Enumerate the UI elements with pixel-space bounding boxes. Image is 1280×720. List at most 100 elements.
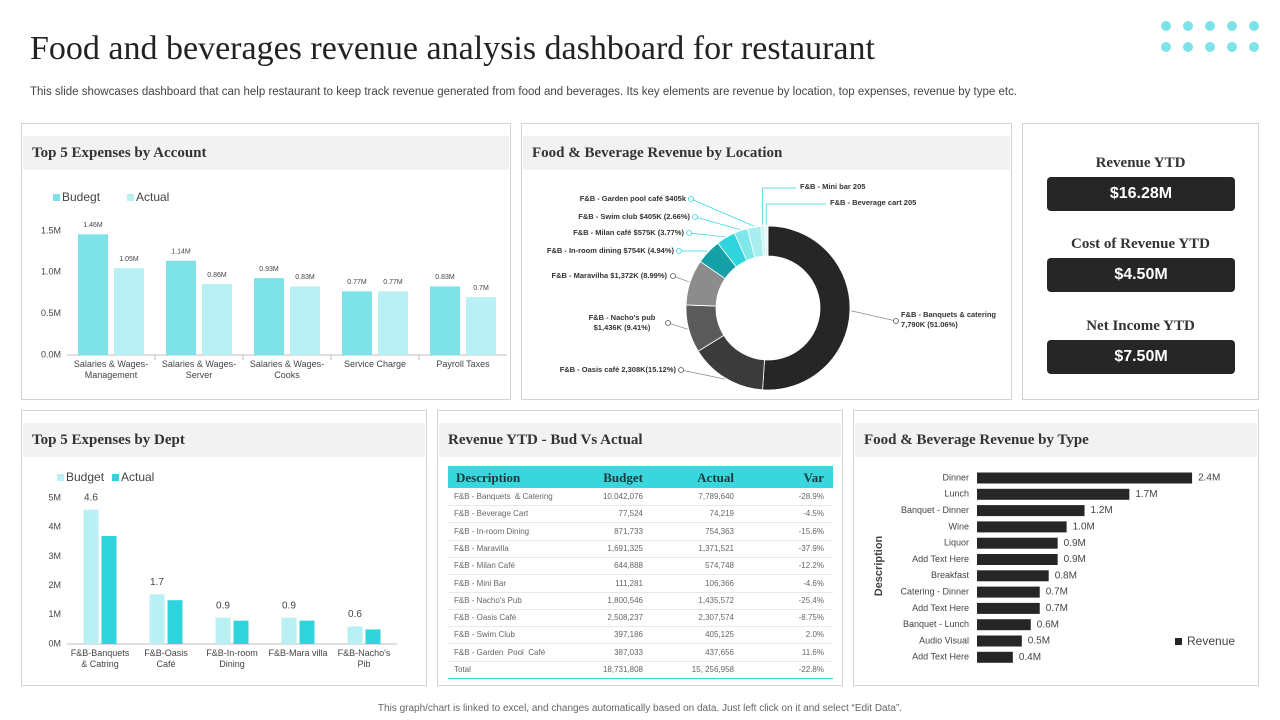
bar — [281, 617, 297, 644]
data-label: 0.9M — [1064, 554, 1086, 565]
bar — [977, 521, 1067, 533]
x-tick-label: F&B-Oasis Café — [144, 648, 188, 669]
bar — [977, 586, 1040, 598]
y-tick-label: 4M — [48, 522, 61, 532]
data-label: 0.5M — [1028, 636, 1050, 647]
legend-label: Budegt — [62, 190, 101, 204]
column-header: Actual — [697, 470, 734, 485]
table-cell: -4.5% — [803, 509, 824, 519]
data-label: 0.77M — [383, 279, 403, 286]
bar — [347, 626, 363, 644]
label-dot — [686, 230, 692, 236]
bar — [254, 278, 284, 355]
table-cell: 11.6% — [801, 647, 824, 657]
kpi-label: Revenue YTD — [1095, 155, 1186, 171]
table-cell: F&B - Swim Club — [454, 630, 515, 640]
row-divider — [448, 505, 833, 506]
leader-line — [688, 232, 726, 238]
panel: Food & Beverage Revenue by Type Dinner 2.… — [853, 410, 1259, 686]
y-tick-label: 5M — [48, 492, 61, 502]
legend-label: Revenue — [1187, 634, 1235, 648]
table-cell: -37.9% — [798, 543, 824, 553]
table-cell: -25.4% — [798, 595, 824, 605]
data-label: 0.7M — [473, 285, 489, 292]
table-cell: 2,508,237 — [607, 613, 643, 623]
table-cell: 10,042,076 — [602, 492, 643, 501]
legend-label: Actual — [136, 190, 169, 204]
y-tick-label: 1M — [48, 609, 61, 619]
y-tick-label: Add Text Here — [912, 652, 969, 662]
x-tick-label: F&B-In-room Dining — [206, 648, 258, 669]
table-cell: 18,731,808 — [602, 665, 643, 674]
x-tick-label: Salaries & Wages- Server — [161, 359, 237, 380]
bar — [977, 505, 1085, 517]
bar — [977, 488, 1130, 500]
data-label: 0.9 — [282, 600, 296, 611]
data-label: 0.77M — [347, 279, 367, 286]
y-tick-label: 1.0M — [41, 267, 61, 277]
table-cell: -8.75% — [798, 613, 824, 623]
row-divider — [448, 591, 833, 593]
data-label: 1.14M — [171, 249, 191, 256]
label-dot — [893, 318, 899, 324]
table-cell: 106,366 — [705, 578, 734, 588]
kpi-value: $16.28M — [1047, 177, 1235, 211]
bar — [78, 234, 108, 355]
table-cell: 1,691,325 — [607, 543, 643, 553]
kpi-value: $4.50M — [1047, 258, 1235, 292]
bar — [977, 635, 1022, 647]
bar — [149, 594, 165, 644]
bar — [167, 600, 183, 644]
panel-header: Food & Beverage Revenue by Location — [523, 136, 1010, 170]
row-divider — [448, 522, 833, 524]
chart — [665, 187, 899, 391]
x-tick-label: Salaries & Wages- Management — [73, 359, 149, 380]
data-label: 0.9 — [216, 600, 230, 611]
legend-label: Actual — [121, 470, 154, 484]
bar — [977, 651, 1013, 663]
kpi-value: $7.50M — [1047, 340, 1235, 374]
data-label: 0.6 — [348, 609, 362, 620]
data-label: 2.4M — [1198, 473, 1220, 484]
bar — [378, 291, 408, 355]
donut-slice — [764, 225, 769, 257]
leader-line — [690, 198, 755, 227]
table-cell: -12.2% — [798, 561, 824, 571]
bar — [166, 260, 196, 355]
y-tick-label: 1.5M — [41, 225, 61, 235]
x-tick-label: F&B-Mara villa — [268, 648, 328, 658]
table-cell: 7,789,640 — [698, 492, 734, 501]
y-tick-label: Audio Visual — [919, 635, 969, 645]
label-dot — [665, 320, 671, 326]
data-label: 0.8M — [1055, 570, 1077, 581]
bar — [101, 535, 117, 644]
panel-header: Food & Beverage Revenue by Type — [855, 423, 1257, 457]
y-tick-label: Add Text Here — [912, 603, 969, 613]
y-tick-label: 0M — [48, 638, 61, 648]
table-cell: F&B - Mini Bar — [454, 578, 507, 588]
panel: Food & Beverage Revenue by Location F&B … — [521, 123, 1012, 400]
y-tick-label: 0.0M — [41, 349, 61, 359]
data-label: 1.05M — [119, 256, 139, 263]
kpi-label: Cost of Revenue YTD — [1070, 236, 1210, 252]
decor-dots — [1161, 21, 1259, 52]
row-divider — [448, 643, 833, 645]
label-dot — [688, 196, 694, 202]
table-cell: 1,371,521 — [698, 543, 734, 553]
x-tick-label: F&B-Banquets & Catring — [70, 648, 130, 669]
leader-line — [850, 310, 897, 322]
page-title: Food and beverages revenue analysis dash… — [30, 30, 875, 67]
bar — [299, 620, 315, 644]
table-cell: 387,033 — [614, 647, 643, 657]
panel: Revenue YTD - Bud Vs Actual Description B… — [437, 410, 843, 686]
table-cell: 1,800,546 — [607, 595, 643, 605]
panel: Top 5 Expenses by Dept 0M 1M 2M 3M 4M 5M 4.6 1.… — [21, 410, 427, 686]
label-dot — [678, 367, 684, 373]
bar — [977, 472, 1193, 484]
chart: 0.0M 0.5M 1.0M 1.5M 1.46M 1.05M 1.14M 0.86M 0.93… — [41, 190, 507, 360]
data-label: 4.6 — [84, 492, 98, 503]
bar — [233, 620, 249, 644]
panel-header: Revenue YTD - Bud Vs Actual — [439, 423, 841, 457]
y-tick-label: Catering - Dinner — [900, 586, 969, 596]
